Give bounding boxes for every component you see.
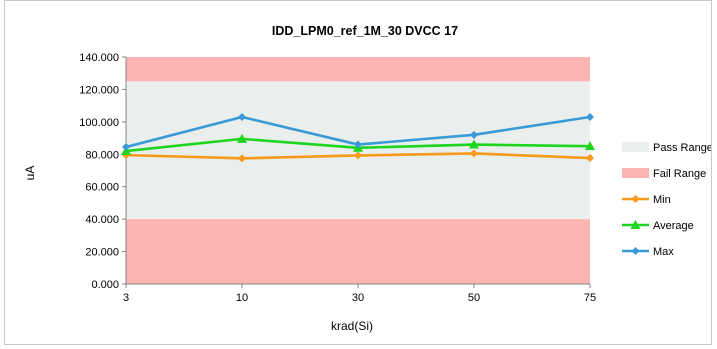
x-axis-label: krad(Si) <box>331 319 373 333</box>
legend-item-average: Average <box>622 220 694 232</box>
legend: Pass Range Fail Range Min Average Max <box>622 142 713 258</box>
plot-area: 0.000 20.000 40.000 60.000 80.000 100.000 120.… <box>79 52 596 304</box>
series-max <box>122 112 594 151</box>
legend-label-pass-range: Pass Range <box>653 142 711 154</box>
x-tick-label: 3 <box>123 292 129 304</box>
data-point-max <box>238 112 246 121</box>
y-tick-label: 80.000 <box>85 149 119 161</box>
band-fail-range-1 <box>126 219 590 284</box>
legend-item-fail-range: Fail Range <box>622 168 706 180</box>
data-point-average <box>585 141 595 151</box>
y-tick-label: 20.000 <box>85 247 119 259</box>
y-tick-label: 120.000 <box>79 84 119 96</box>
legend-label-average: Average <box>653 220 694 232</box>
legend-item-pass-range: Pass Range <box>622 142 713 154</box>
data-point-average <box>469 139 479 149</box>
y-tick-label: 100.000 <box>79 117 119 129</box>
y-tick-label: 140.000 <box>79 52 119 64</box>
legend-label-fail-range: Fail Range <box>653 168 706 180</box>
legend-marker-average <box>630 220 641 229</box>
chart-title: IDD_LPM0_ref_1M_30 DVCC 17 <box>272 24 458 38</box>
legend-label-min: Min <box>653 194 671 206</box>
x-tick-label: 50 <box>468 292 480 304</box>
data-point-max <box>354 140 362 149</box>
legend-swatch-fail-range <box>622 168 649 178</box>
data-point-min <box>470 149 478 158</box>
data-point-min <box>354 151 362 160</box>
chart-svg: IDD_LPM0_ref_1M_30 DVCC 17 uA krad(Si) 0… <box>23 24 713 333</box>
legend-marker-max <box>631 247 640 255</box>
series-min <box>122 149 594 163</box>
x-tick-label: 30 <box>352 292 364 304</box>
data-point-average <box>237 133 247 143</box>
data-point-min <box>238 154 246 163</box>
chart-frame: IDD_LPM0_ref_1M_30 DVCC 17 uA krad(Si) 0… <box>4 0 713 345</box>
data-point-max <box>586 112 594 121</box>
x-tick-label: 75 <box>584 292 596 304</box>
y-tick-label: 60.000 <box>85 182 119 194</box>
y-tick-label: 40.000 <box>85 214 119 226</box>
legend-swatch-pass-range <box>622 142 649 152</box>
y-axis-label: uA <box>23 166 37 181</box>
legend-marker-min <box>631 195 640 203</box>
legend-label-max: Max <box>653 246 674 258</box>
data-point-max <box>470 130 478 139</box>
x-tick-label: 10 <box>236 292 248 304</box>
y-tick-label: 0.000 <box>91 279 119 291</box>
data-point-min <box>586 154 594 163</box>
band-fail-range-2 <box>126 57 590 82</box>
data-point-max <box>122 142 130 151</box>
legend-item-max: Max <box>622 246 674 258</box>
legend-item-min: Min <box>622 194 671 206</box>
